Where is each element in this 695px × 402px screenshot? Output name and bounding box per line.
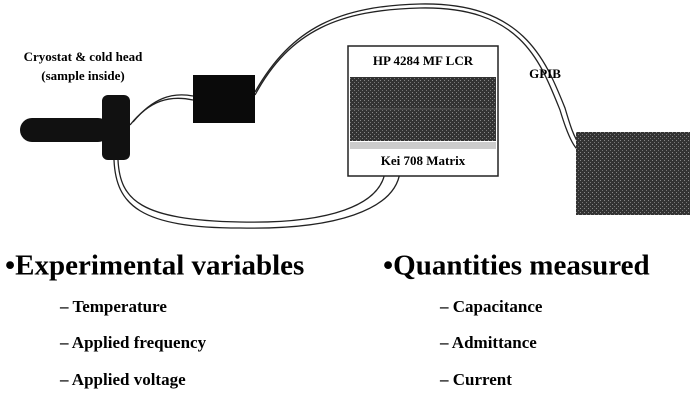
rack-label: HP 4284 MF LCR: [373, 53, 474, 68]
list-item: – Temperature: [59, 297, 167, 316]
list-item: – Capacitance: [439, 297, 543, 316]
cryostat-rod: [20, 118, 110, 142]
list-item: – Admittance: [439, 333, 537, 352]
list-heading: •Experimental variables: [5, 250, 304, 282]
cold-head: [102, 95, 130, 160]
cryostat-label: Cryostat & cold head: [24, 49, 144, 64]
wires: [113, 3, 581, 229]
bus-label: GPIB: [529, 66, 561, 81]
controller-box: [193, 75, 255, 123]
list-item: – Current: [439, 370, 512, 389]
list-item: – Applied frequency: [59, 333, 207, 352]
rack-gap: [350, 142, 496, 149]
cryostat-label: (sample inside): [41, 68, 124, 83]
list-heading: •Quantities measured: [383, 250, 650, 282]
list-item: – Applied voltage: [59, 370, 186, 389]
rack-label: Kei 708 Matrix: [381, 153, 466, 168]
computer: [576, 132, 690, 215]
